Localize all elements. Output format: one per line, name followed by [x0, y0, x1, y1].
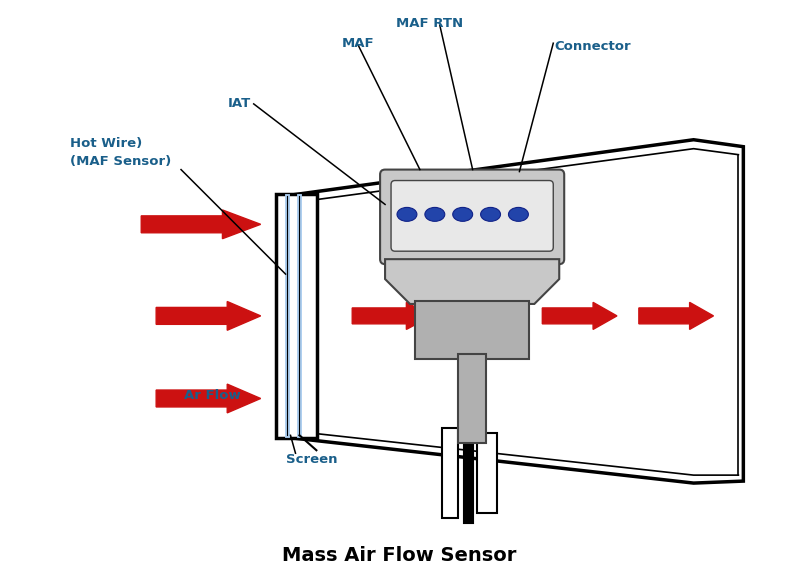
FancyArrow shape — [543, 303, 617, 329]
Polygon shape — [385, 259, 559, 304]
Ellipse shape — [452, 207, 472, 221]
Ellipse shape — [425, 207, 444, 221]
Text: Ar Flow: Ar Flow — [184, 388, 241, 402]
Text: Connector: Connector — [555, 40, 631, 53]
FancyBboxPatch shape — [380, 169, 564, 264]
Bar — [442, 428, 458, 518]
Bar — [275, 194, 318, 439]
Polygon shape — [295, 140, 744, 483]
Text: Hot Wire)
(MAF Sensor): Hot Wire) (MAF Sensor) — [69, 137, 171, 168]
FancyArrow shape — [156, 301, 261, 331]
Text: IAT: IAT — [227, 97, 251, 110]
Text: Mass Air Flow Sensor: Mass Air Flow Sensor — [282, 545, 516, 565]
Text: Screen: Screen — [286, 453, 337, 466]
Bar — [458, 354, 486, 443]
Ellipse shape — [480, 207, 500, 221]
Text: MAF RTN: MAF RTN — [397, 18, 464, 30]
Bar — [476, 433, 496, 513]
Bar — [415, 301, 529, 359]
FancyArrow shape — [352, 303, 432, 329]
FancyBboxPatch shape — [391, 180, 553, 251]
Ellipse shape — [508, 207, 528, 221]
FancyArrow shape — [639, 303, 713, 329]
FancyArrow shape — [141, 210, 261, 239]
Text: MAF: MAF — [342, 37, 374, 50]
FancyArrow shape — [156, 384, 261, 413]
Ellipse shape — [397, 207, 417, 221]
